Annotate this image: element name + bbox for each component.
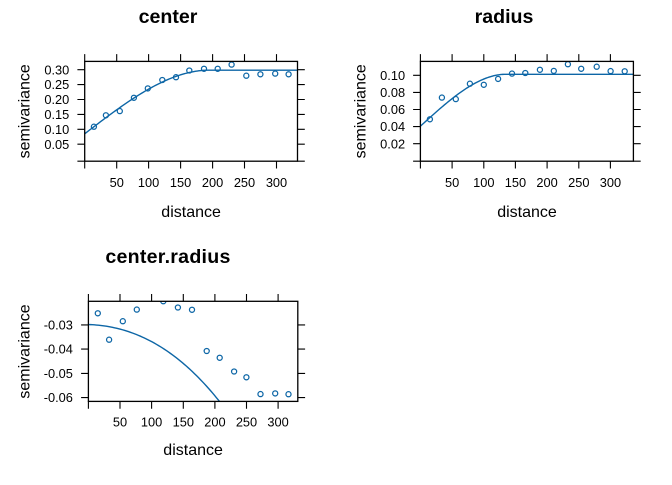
svg-text:250: 250 <box>236 415 257 430</box>
svg-text:300: 300 <box>267 415 288 430</box>
svg-text:center: center <box>139 6 198 28</box>
svg-text:0.20: 0.20 <box>44 92 69 107</box>
svg-text:0.25: 0.25 <box>44 77 69 92</box>
svg-text:150: 150 <box>505 175 526 190</box>
svg-text:100: 100 <box>141 415 162 430</box>
svg-text:250: 250 <box>568 175 589 190</box>
svg-text:0.04: 0.04 <box>380 119 405 134</box>
svg-text:200: 200 <box>204 415 225 430</box>
svg-text:semivariance: semivariance <box>16 304 33 398</box>
svg-text:center.radius: center.radius <box>105 246 230 268</box>
svg-text:radius: radius <box>475 6 534 28</box>
svg-text:100: 100 <box>473 175 494 190</box>
svg-text:50: 50 <box>113 415 127 430</box>
svg-text:distance: distance <box>163 442 223 459</box>
svg-text:200: 200 <box>536 175 557 190</box>
svg-text:300: 300 <box>600 175 621 190</box>
svg-text:0.06: 0.06 <box>380 102 405 117</box>
svg-text:250: 250 <box>234 175 255 190</box>
svg-text:50: 50 <box>445 175 459 190</box>
svg-text:distance: distance <box>497 204 557 221</box>
svg-text:150: 150 <box>173 415 194 430</box>
svg-text:100: 100 <box>138 175 159 190</box>
svg-text:-0.03: -0.03 <box>44 318 73 333</box>
svg-text:0.15: 0.15 <box>44 107 69 122</box>
svg-text:0.02: 0.02 <box>380 136 405 151</box>
svg-text:-0.06: -0.06 <box>44 390 73 405</box>
svg-text:200: 200 <box>202 175 223 190</box>
svg-text:0.10: 0.10 <box>44 122 69 137</box>
svg-text:50: 50 <box>110 175 124 190</box>
svg-text:150: 150 <box>170 175 191 190</box>
svg-text:0.05: 0.05 <box>44 137 69 152</box>
svg-text:-0.04: -0.04 <box>44 342 73 357</box>
svg-text:semivariance: semivariance <box>16 64 33 158</box>
svg-text:-0.05: -0.05 <box>44 366 73 381</box>
svg-text:0.10: 0.10 <box>380 68 405 83</box>
svg-text:0.30: 0.30 <box>44 62 69 77</box>
svg-text:distance: distance <box>161 204 221 221</box>
svg-text:300: 300 <box>266 175 287 190</box>
svg-text:0.08: 0.08 <box>380 85 405 100</box>
svg-text:semivariance: semivariance <box>352 64 369 158</box>
